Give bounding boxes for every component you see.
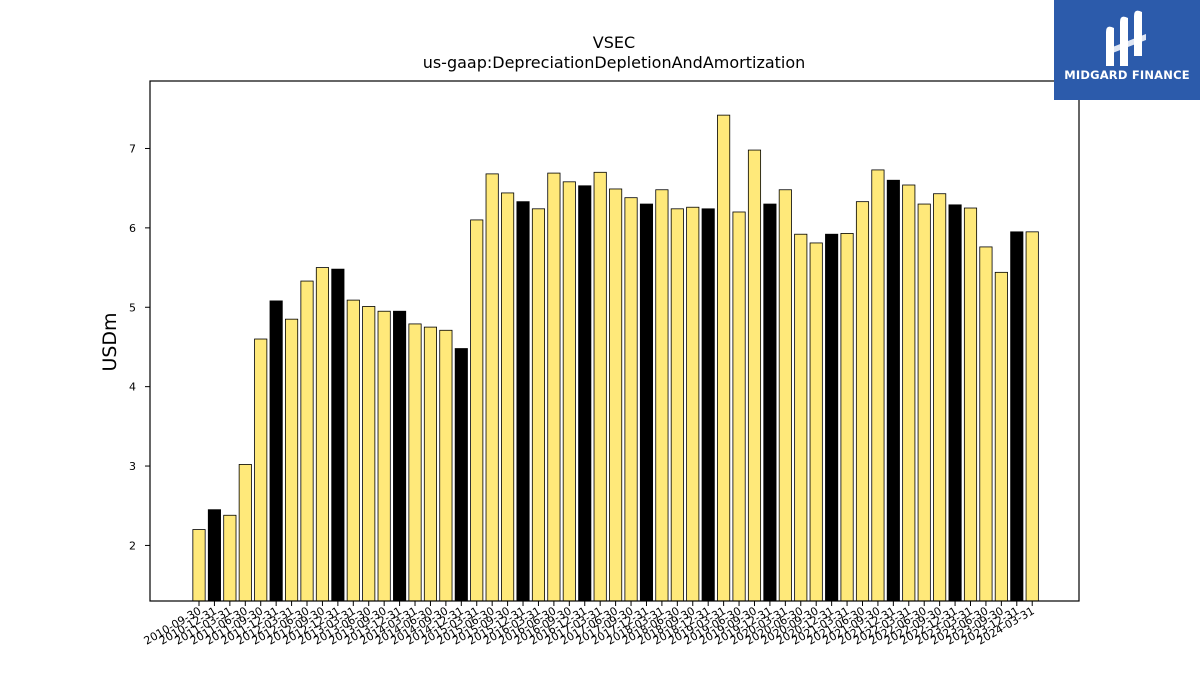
bar-2014-03-31: [408, 323, 422, 602]
bar-2011-06-30: [238, 464, 252, 602]
bar-2015-06-30: [485, 173, 499, 602]
plot-frame: [149, 80, 1080, 602]
y-tick-label: 7: [129, 142, 136, 155]
chart-title: VSEC: [593, 33, 635, 52]
brand-logo: MIDGARD FINANCE: [1054, 0, 1200, 100]
bar-2021-09-30: [871, 169, 885, 602]
bar-2017-06-30: [609, 188, 623, 602]
bar-2020-12-31: [825, 233, 839, 602]
bar-2016-09-30: [562, 181, 576, 602]
bar-2017-12-31: [639, 203, 654, 602]
y-tick-label: 3: [129, 460, 136, 473]
bar-2023-12-31: [1010, 231, 1024, 602]
bar-2013-06-30: [362, 306, 376, 602]
bar-2018-09-30: [686, 206, 700, 602]
bar-2016-12-31: [578, 185, 592, 602]
bar-2022-12-31: [948, 204, 962, 602]
bar-2014-09-30: [439, 329, 453, 602]
bar-2019-09-30: [747, 149, 762, 602]
bar-2010-12-31: [207, 509, 221, 602]
bar-2021-12-31: [886, 179, 900, 602]
y-axis-ticks: 2 3 4 5 6 7: [129, 142, 150, 552]
bar-2022-09-30: [933, 193, 947, 602]
bar-2020-06-30: [794, 233, 808, 602]
bar-2011-03-31: [223, 514, 237, 602]
bar-2010-09-30: [192, 529, 206, 602]
bar-2018-06-30: [670, 208, 684, 602]
bar-2021-06-30: [855, 201, 870, 602]
midgard-logo-icon: [1106, 10, 1146, 67]
bar-2022-03-31: [902, 184, 916, 602]
bar-2019-06-30: [732, 211, 746, 602]
bar-2013-09-30: [377, 310, 391, 602]
bar-2012-03-31: [285, 318, 299, 602]
bar-2016-06-30: [547, 172, 561, 602]
brand-name: MIDGARD FINANCE: [1064, 68, 1190, 82]
bar-2023-09-30: [994, 271, 1008, 602]
bar-2013-03-31: [346, 299, 360, 602]
bar-2021-03-31: [840, 233, 854, 602]
bar-2016-03-31: [531, 208, 546, 602]
bar-2018-12-31: [701, 208, 715, 602]
bar-2023-03-31: [963, 207, 978, 602]
y-axis-label: USDm: [99, 312, 121, 371]
y-tick-label: 5: [129, 301, 136, 314]
bar-2019-03-31: [717, 114, 731, 602]
y-tick-label: 4: [129, 381, 136, 394]
y-tick-label: 6: [129, 222, 136, 235]
y-tick-label: 2: [129, 539, 136, 552]
bar-2014-06-30: [423, 326, 437, 602]
bar-2012-06-30: [300, 280, 314, 602]
bar-2011-09-30: [254, 338, 268, 602]
bar-2020-09-30: [809, 242, 823, 602]
bar-2014-12-31: [454, 348, 468, 602]
bars-group: [192, 114, 1039, 602]
x-axis-ticks: 2010-09-302010-12-312011-03-312011-06-30…: [142, 601, 1037, 648]
bar-2020-03-31: [778, 189, 792, 602]
bar-2022-06-30: [917, 203, 931, 602]
bar-2015-12-31: [516, 201, 530, 602]
bar-2017-09-30: [624, 197, 638, 602]
chart-subtitle: us-gaap:DepreciationDepletionAndAmortiza…: [423, 53, 806, 72]
bar-2023-06-30: [979, 246, 993, 602]
bar-2015-09-30: [501, 192, 515, 602]
bar-2013-12-31: [393, 310, 407, 602]
bar-2011-12-31: [269, 300, 283, 602]
bar-2018-03-31: [655, 189, 669, 602]
bar-2024-03-31: [1025, 231, 1039, 602]
bar-2017-03-31: [593, 171, 607, 602]
bar-2015-03-31: [470, 219, 484, 602]
bar-2019-12-31: [763, 203, 777, 602]
bar-2012-12-31: [331, 268, 345, 602]
bar-2012-09-30: [315, 267, 329, 602]
